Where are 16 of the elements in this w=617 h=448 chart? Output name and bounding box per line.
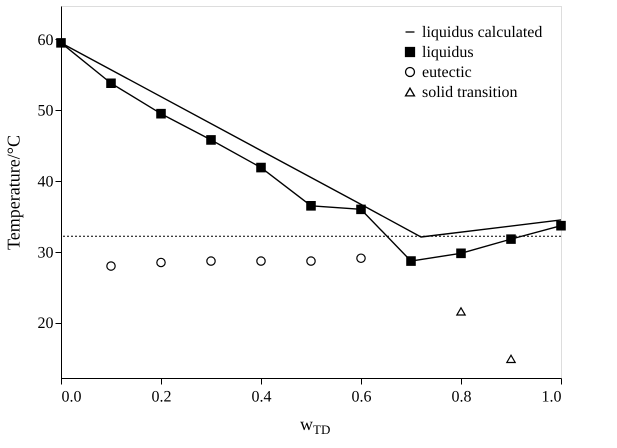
y-tick-label: 20 xyxy=(38,315,54,332)
legend-label: eutectic xyxy=(422,64,472,81)
y-tick-label: 40 xyxy=(38,174,54,191)
x-tick-label: 0.8 xyxy=(452,388,472,406)
x-tick-label: 1.0 xyxy=(542,388,562,406)
y-tick-label: 50 xyxy=(38,102,54,120)
x-tick-label: 0.6 xyxy=(352,388,372,406)
legend-label: liquidus xyxy=(422,44,474,61)
legend-label: liquidus calculated xyxy=(422,24,542,41)
x-tick-label: 0.0 xyxy=(62,388,82,406)
y-axis-title: Temperature/°C xyxy=(4,135,24,250)
legend-label: solid transition xyxy=(422,84,518,101)
y-tick-label: 60 xyxy=(38,32,54,49)
x-tick-label: 0.4 xyxy=(252,388,272,406)
y-tick-label: 30 xyxy=(38,244,54,262)
x-tick-label: 0.2 xyxy=(152,388,172,406)
